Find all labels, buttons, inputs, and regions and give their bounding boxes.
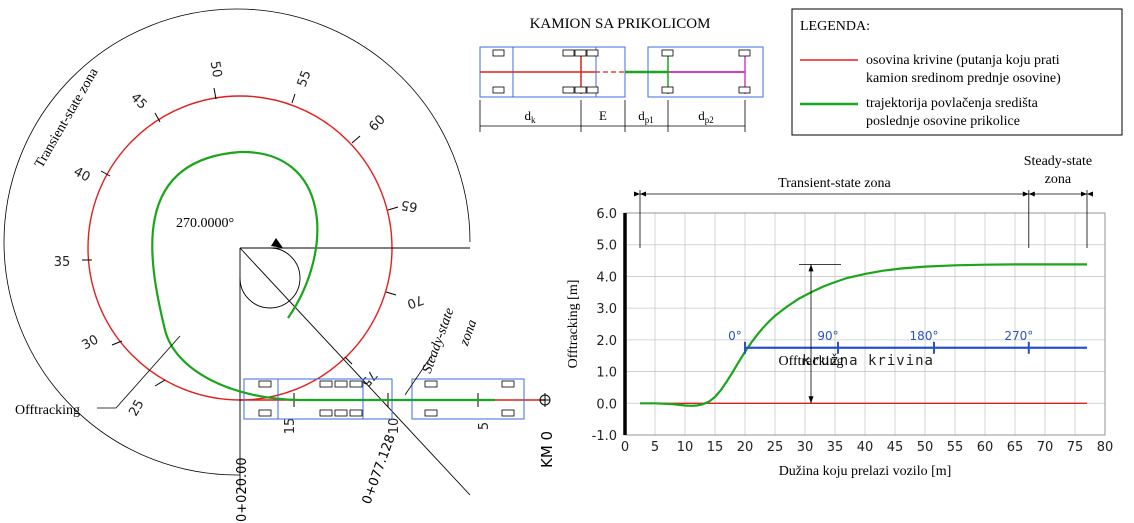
curve-angle-label: 0° (728, 329, 742, 343)
station-start-label: 0+020.00 (235, 457, 250, 522)
x-tick-label: 50 (917, 440, 934, 455)
offtracking-label: Offtracking (15, 403, 80, 418)
x-tick-label: 65 (1007, 440, 1024, 455)
steady-zone-label-2: zona (457, 318, 480, 349)
dim-e: E (599, 108, 607, 123)
x-tick-label: 15 (707, 440, 724, 455)
y-tick-label: 3.0 (596, 302, 617, 317)
x-tick-label: 30 (797, 440, 814, 455)
dim-dk: dk (525, 108, 537, 125)
km-label: KM 0 (538, 431, 556, 468)
legend-box: LEGENDA: osovina krivine (putanja koju p… (792, 9, 1122, 135)
straight-tick-label: 5 (477, 422, 492, 430)
legend-green-text-2: poslednje osovine prikolice (866, 114, 1020, 129)
chart-annotations: Transient-state zona Steady-state zona 0° 90… (634, 154, 1093, 403)
x-tick-label: 35 (827, 440, 844, 455)
arc-tick-label: 55 (295, 68, 315, 89)
x-tick-label: 25 (767, 440, 784, 455)
offtracking-leader (97, 336, 180, 408)
arc-tick-label: 45 (127, 90, 149, 112)
angle-arrow (271, 238, 283, 248)
legend-green-text-1: trajektorija povlačenja središta (866, 96, 1039, 111)
arc-tick-label: 65 (400, 197, 419, 215)
steady-zone-label: zona (1045, 172, 1072, 187)
x-axis-label: Dužina koju prelazi vozilo [m] (779, 464, 952, 479)
arc-tick-label: 30 (80, 332, 102, 353)
y-tick-label: -1.0 (592, 429, 617, 444)
legend-title: LEGENDA: (800, 19, 870, 34)
angle-label: 270.0000° (176, 216, 234, 231)
arc-tick-label: 35 (54, 255, 71, 270)
dimension-arrow (1029, 192, 1035, 197)
dim-dp2: dp2 (698, 108, 714, 125)
x-tick-label: 80 (1097, 440, 1114, 455)
y-tick-label: 4.0 (596, 270, 617, 285)
steady-zone-label: Steady-state (1024, 154, 1092, 169)
transient-zone-label: Transient-state zona (32, 65, 102, 171)
dimension-arrow (809, 396, 814, 403)
dimension-arrow (1023, 192, 1029, 197)
x-tick-label: 40 (857, 440, 874, 455)
y-tick-label: 5.0 (596, 239, 617, 254)
steady-zone-leader (405, 355, 432, 395)
x-tick-label: 55 (947, 440, 964, 455)
chart-tick-labels: 0 5 10 15 20 25 30 35 40 45 50 55 60 65 70 75 80 -1.0 0.0 1… (592, 207, 1114, 455)
trailer-trajectory (152, 152, 495, 400)
x-tick-label: 45 (887, 440, 904, 455)
x-tick-label: 60 (977, 440, 994, 455)
station-end-label: 0+077.128 (360, 433, 399, 507)
x-tick-label: 20 (737, 440, 754, 455)
y-tick-label: 1.0 (596, 366, 617, 381)
arc-tick-label: 50 (207, 60, 225, 79)
x-tick-label: 0 (621, 440, 629, 455)
arc-tick-label: 40 (71, 164, 93, 185)
y-tick-label: 2.0 (596, 334, 617, 349)
y-tick-label: 6.0 (596, 207, 617, 222)
dim-dp1: dp1 (638, 108, 654, 125)
chart-grid (625, 213, 1105, 435)
dimension-arrow (640, 192, 646, 197)
plan-view: 25 30 35 40 45 50 55 60 65 70 75 15 10 5 (4, 9, 556, 522)
y-axis-label: Offtracking [m] (566, 280, 581, 369)
offtracking-label: Offtracking (778, 354, 843, 369)
x-tick-label: 70 (1037, 440, 1054, 455)
truck-title: KAMION SA PRIKOLICOM (530, 16, 711, 32)
curve-angle-label: 180° (910, 329, 939, 343)
arc-tick-label: 70 (405, 291, 426, 311)
offtracking-chart: 0 5 10 15 20 25 30 35 40 45 50 55 60 65 70 75 80 -1.0 0.0 1… (566, 154, 1113, 479)
dimension-arrow (1087, 192, 1093, 197)
straight-tick-label: 15 (283, 418, 298, 435)
dimension-arrow (809, 264, 814, 271)
legend-red-text-2: kamion sredinom prednje osovine) (866, 71, 1061, 86)
curve-angle-label: 90° (817, 329, 838, 343)
curve-angle-label: 270° (1004, 329, 1033, 343)
dimension-arrow (1081, 192, 1087, 197)
x-tick-label: 75 (1067, 440, 1084, 455)
legend-red-text-1: osovina krivine (putanja koju prati (866, 53, 1060, 68)
arc-tick-label: 25 (126, 397, 147, 419)
y-tick-label: 0.0 (596, 397, 617, 412)
x-tick-label: 10 (677, 440, 694, 455)
transient-zone-label: Transient-state zona (778, 176, 891, 191)
dimension-arrow (634, 192, 640, 197)
arc-tick-label: 60 (366, 112, 388, 134)
x-tick-label: 5 (651, 440, 659, 455)
truck-schematic: KAMION SA PRIKOLICOM dk E (480, 16, 763, 132)
